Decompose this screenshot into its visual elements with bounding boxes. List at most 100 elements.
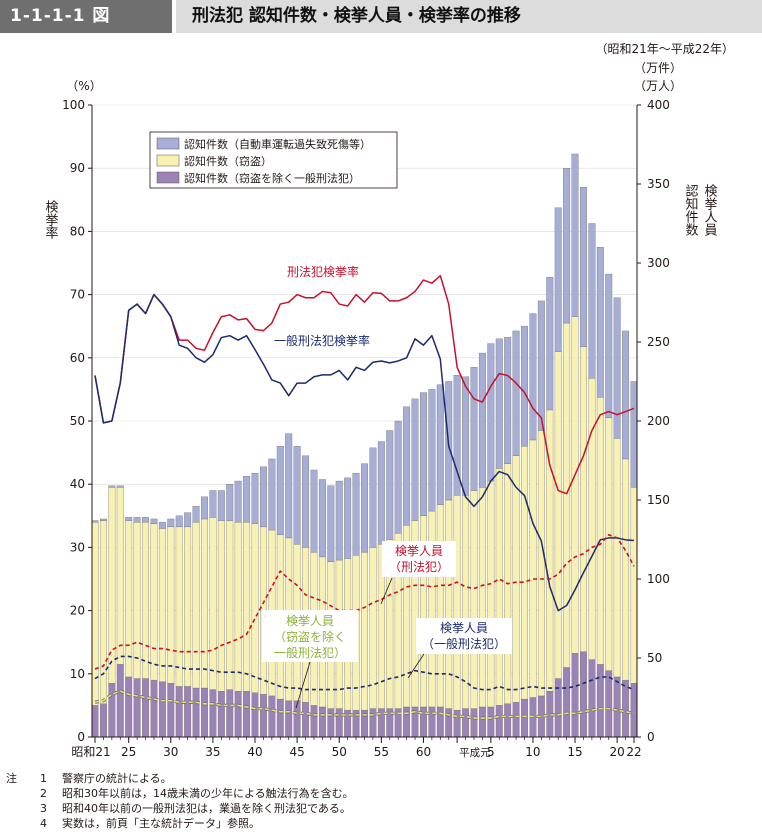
bar-segment-traffic <box>369 447 377 548</box>
bar-segment-other <box>116 664 124 738</box>
bar-segment-other <box>470 708 478 738</box>
left-tick-label: 40 <box>70 477 85 491</box>
bar-segment-traffic <box>571 153 579 317</box>
note-text: 実数は，前頁「主な統計データ」参照。 <box>62 817 260 830</box>
line-keiho-persons <box>94 533 635 670</box>
left-axis-unit: （%） <box>66 79 101 93</box>
bar-segment-traffic <box>302 455 310 548</box>
leader-exclude-persons <box>295 661 311 709</box>
bar-segment-traffic <box>588 223 596 379</box>
bar-segment-other <box>428 706 436 738</box>
bar-segment-traffic <box>352 472 360 556</box>
bar-segment-theft <box>613 438 621 678</box>
bar-segment-theft <box>142 521 149 679</box>
bar-segment-traffic <box>478 352 486 488</box>
left-tick-label: 20 <box>70 604 85 618</box>
legend-box <box>149 131 398 189</box>
figure-header: 1-1-1-1 図 刑法犯 認知件数・検挙人員・検挙率の推移 <box>0 0 762 33</box>
note-number: 2 <box>40 787 47 800</box>
bar-segment-traffic <box>344 477 352 559</box>
figure-number-label: 1-1-1-1 図 <box>0 0 172 33</box>
right-tick-label: 200 <box>647 414 670 428</box>
bar-segment-traffic <box>276 446 284 535</box>
x-tick-label: 60 <box>416 745 431 759</box>
bar-segment-traffic <box>605 273 613 419</box>
bar-segment-traffic <box>495 338 503 469</box>
bar-segment-other <box>605 670 613 738</box>
note-row: 4 実数は，前頁「主な統計データ」参照。 <box>0 816 762 831</box>
x-tick-label: 22 <box>626 745 641 759</box>
bar-segment-other <box>571 653 579 738</box>
bar-segment-traffic <box>563 168 571 324</box>
bar-segment-traffic <box>310 469 318 553</box>
right-axis-unit-cases: （万件） <box>634 61 682 75</box>
note-row: 3 昭和40年以前の一般刑法犯は，業過を除く刑法犯である。 <box>0 801 762 816</box>
notes-head: 注 <box>6 772 17 785</box>
bar-segment-theft <box>226 520 234 690</box>
bar-segment-traffic <box>630 381 638 488</box>
bar-segment-theft <box>445 499 453 709</box>
x-tick-label: 55 <box>374 745 389 759</box>
bar-segment-traffic <box>158 521 166 529</box>
left-tick-label: 30 <box>70 540 85 554</box>
legend-swatch-theft <box>156 154 180 167</box>
annotation-exclude-persons-line3: 一般刑法犯） <box>274 645 346 660</box>
bar-segment-traffic <box>512 330 520 456</box>
bar-segment-other <box>175 686 183 738</box>
bar-segment-other <box>596 664 604 738</box>
left-tick-label: 0 <box>77 730 85 744</box>
bar-segment-traffic <box>386 430 394 540</box>
period-label: （昭和21年～平成22年） <box>595 42 734 56</box>
bar-segment-other <box>167 683 175 738</box>
bar-segment-other <box>184 686 192 738</box>
bar-segment-traffic <box>487 343 495 482</box>
bar-segment-other <box>453 709 461 738</box>
x-tick-label: 35 <box>205 745 220 759</box>
bar-segment-other <box>495 705 503 738</box>
bar-segment-theft <box>201 518 208 689</box>
legend: 認知件数（自動車運転過失致死傷等） 認知件数（窃盗） 認知件数（窃盗を除く一般刑… <box>149 131 398 189</box>
x-tick-label: 20 <box>610 745 625 759</box>
annotation-bg-ippan-persons <box>416 618 512 654</box>
bar-segment-theft <box>125 520 133 678</box>
right-axis-label-cases: 認知件数 <box>683 183 699 236</box>
right-tick-label: 250 <box>647 335 670 349</box>
leader-keiho-persons <box>380 577 393 605</box>
bar-segment-theft <box>150 523 158 681</box>
bar-segment-traffic <box>226 484 234 521</box>
bar-segment-other <box>580 651 587 738</box>
bar-segment-other <box>478 706 486 738</box>
bar-segment-other <box>512 702 520 738</box>
bar-segment-other <box>268 695 276 738</box>
bar-segment-theft <box>167 526 175 684</box>
right-tick-label: 350 <box>647 177 670 191</box>
x-tick-label: 昭和21 <box>71 745 110 759</box>
bar-segment-other <box>158 681 166 738</box>
bar-segment-traffic <box>462 376 470 496</box>
annotation-ippan-rate: 一般刑法犯検挙率 <box>274 333 370 348</box>
bar-segment-traffic <box>293 446 301 545</box>
bar-segment-traffic <box>217 490 225 521</box>
annotation-bg-keiho-persons <box>382 541 456 577</box>
annotation-keiho-persons-line1: 検挙人員 <box>395 544 443 558</box>
bar-segment-traffic <box>201 496 208 520</box>
bar-segment-other <box>259 694 267 738</box>
x-tick-label: 10 <box>525 745 540 759</box>
bar-segment-theft <box>622 458 630 681</box>
x-tick-label: 25 <box>121 745 136 759</box>
bar-segment-other <box>293 700 301 738</box>
right-tick-label: 50 <box>647 651 662 665</box>
figure-title-box: 刑法犯 認知件数・検挙人員・検挙率の推移 <box>176 0 762 33</box>
bar-segment-theft <box>192 521 200 689</box>
bar-segment-other <box>563 667 571 738</box>
bar-segment-traffic <box>436 384 444 505</box>
note-number: 1 <box>40 772 47 785</box>
bar-segment-theft <box>605 417 613 671</box>
bar-segment-theft <box>478 487 486 708</box>
bar-segment-traffic <box>428 389 436 512</box>
bar-segment-theft <box>588 378 596 660</box>
right-tick-label: 400 <box>647 98 670 112</box>
bar-segment-theft <box>462 495 470 709</box>
bar-segment-traffic <box>546 277 554 411</box>
bar-segment-theft <box>116 487 124 665</box>
